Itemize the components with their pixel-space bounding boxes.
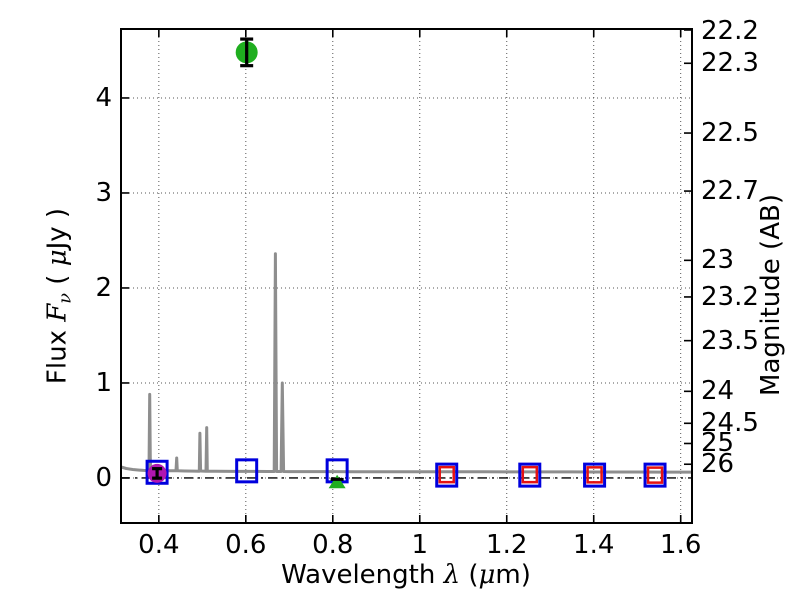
x-axis-label-text: ( <box>460 560 479 590</box>
observed-square-marker <box>435 462 459 488</box>
observed-square-marker <box>643 462 667 488</box>
model-square-marker <box>521 465 539 484</box>
magnitude-tick-label: 24 <box>701 376 735 407</box>
flux-tick-label: 2 <box>95 272 112 303</box>
x-tick-label: 0.8 <box>312 530 354 560</box>
x-axis-label: Wavelength λ (μm) <box>281 562 531 588</box>
nu-subscript: ν <box>55 292 76 304</box>
model-square-marker <box>586 466 603 484</box>
upper-limit-triangle-marker <box>328 474 346 489</box>
observed-square-marker <box>145 459 169 485</box>
x-tick-label: 1.2 <box>486 530 528 560</box>
axes-frame <box>120 28 693 524</box>
x-tick-label: 1.4 <box>573 530 615 560</box>
magnitude-tick-label: 25 <box>701 428 735 459</box>
flux-tick-label: 0 <box>95 462 112 493</box>
x-axis-label-text: Wavelength <box>281 560 444 590</box>
x-tick-label: 0.4 <box>138 530 180 560</box>
mu-symbol: μ <box>478 560 496 590</box>
flux-tick-label: 1 <box>95 367 112 398</box>
flux-tick-label: 3 <box>95 177 112 208</box>
lambda-symbol: λ <box>443 560 461 590</box>
magnitude-tick-label: 23.2 <box>701 281 759 312</box>
observed-square-marker <box>518 462 542 488</box>
magnitude-tick-label: 24.5 <box>701 408 759 439</box>
x-tick-label: 1.6 <box>660 530 702 560</box>
magnitude-tick-label: 22.5 <box>701 118 759 149</box>
magnitude-tick-label: 22.7 <box>701 176 759 207</box>
x-axis-label-text: m) <box>495 560 531 590</box>
spectrum-line <box>120 252 692 474</box>
magnitude-tick-label: 26 <box>701 449 735 480</box>
y-axis-label-flux: Flux Fν ( μJy ) <box>42 207 76 385</box>
flux-tick-label: 4 <box>95 82 112 113</box>
model-square-marker <box>438 465 455 484</box>
flux-label-text: Flux <box>42 321 73 385</box>
y-axis-label-magnitude: Magnitude (AB) <box>756 194 786 396</box>
magnitude-tick-label: 22.2 <box>701 16 759 46</box>
flux-label-text: Jy ) <box>42 207 73 250</box>
flux-label-text: ( <box>42 266 73 293</box>
observed-square-marker <box>235 458 259 484</box>
observed-square-marker <box>583 462 607 488</box>
magnitude-tick-label: 23.5 <box>701 325 759 356</box>
x-tick-label: 0.6 <box>225 530 267 560</box>
x-tick-label: 1 <box>411 530 429 560</box>
flux-symbol: F <box>42 303 73 322</box>
mu-symbol: μ <box>42 249 73 267</box>
magnitude-tick-label: 23 <box>701 245 735 276</box>
model-square-marker <box>646 466 664 484</box>
magnitude-tick-label: 22.3 <box>701 48 759 79</box>
